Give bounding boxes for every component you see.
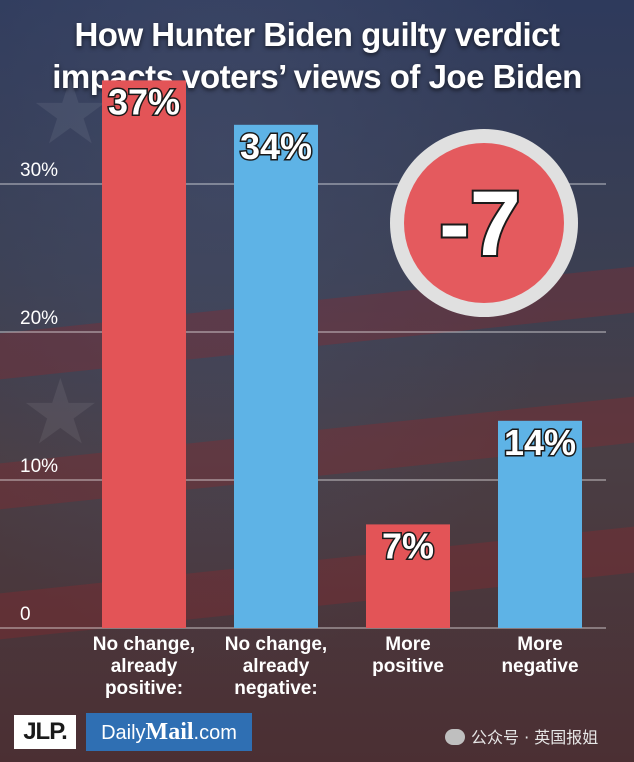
star-decoration: ★ <box>30 60 111 165</box>
category-label: More <box>385 634 430 655</box>
y-axis-ticks: 0 10% 20% 30% <box>20 160 58 625</box>
category-label: More <box>517 634 562 655</box>
category-label: positive: <box>105 678 183 699</box>
bar-value-label: 34% <box>240 126 312 167</box>
dailymail-logo-suffix: .com <box>193 722 237 744</box>
category-label: negative <box>501 656 578 677</box>
star-decoration: ★ <box>20 360 101 465</box>
jlp-logo: JLP. <box>14 715 76 749</box>
watermark-text: 公众号 · 英国报姐 <box>471 728 599 747</box>
bar-value-label: 37% <box>108 81 180 122</box>
dailymail-logo-prefix: Daily <box>101 722 146 744</box>
dailymail-logo-mail: Mail <box>145 719 194 745</box>
category-label: No change, <box>225 634 327 655</box>
difference-badge: -7 <box>390 129 578 317</box>
y-tick-label: 10% <box>20 456 58 477</box>
value-labels: 37% 34% 7% 14% <box>106 80 577 568</box>
wechat-watermark: 公众号 · 英国报姐 <box>445 724 598 748</box>
category-label: negative: <box>234 678 317 699</box>
wechat-icon <box>445 729 465 745</box>
bars <box>102 80 582 629</box>
bar <box>234 124 318 629</box>
y-tick-label: 0 <box>20 604 31 625</box>
bar <box>498 420 582 628</box>
chart-title-line-1: How Hunter Biden guilty verdict <box>74 16 560 53</box>
badge-text: -7 <box>439 173 521 275</box>
bar-value-label: 7% <box>382 525 434 566</box>
bar <box>102 80 186 628</box>
category-label: already <box>243 656 310 677</box>
category-label: already <box>111 656 178 677</box>
category-label: positive <box>372 656 444 677</box>
badge-circle <box>404 143 564 303</box>
bar-value-label: 14% <box>504 422 576 463</box>
y-tick-label: 20% <box>20 308 58 329</box>
bar <box>366 524 450 628</box>
y-tick-label: 30% <box>20 160 58 181</box>
dailymail-logo: DailyMail.com <box>86 713 252 751</box>
category-label: No change, <box>93 634 195 655</box>
